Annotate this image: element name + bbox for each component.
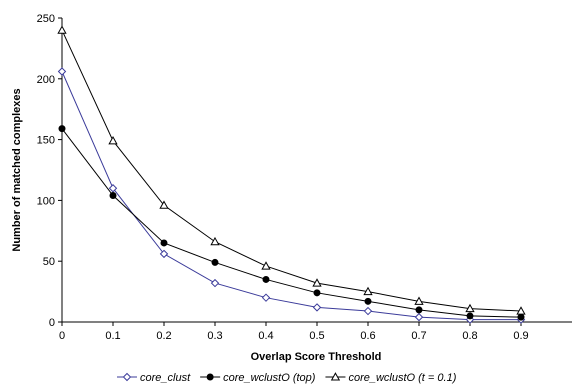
legend-label: core_wclustO (t = 0.1)	[348, 372, 456, 384]
data-point	[160, 239, 168, 247]
data-point	[363, 286, 373, 296]
data-point	[57, 67, 67, 76]
legend-label: core_clust	[140, 372, 191, 384]
data-point	[58, 125, 66, 133]
y-tick-label: 200	[37, 74, 55, 86]
legend-item-core-clust: core_clust	[117, 372, 191, 384]
data-point	[210, 236, 220, 246]
legend-swatch-marker	[122, 372, 132, 382]
legend: core_clust core_wclustO (top) core_wclustO…	[117, 372, 457, 384]
data-point	[516, 306, 526, 315]
x-tick-label: 0.9	[513, 330, 528, 342]
data-point	[57, 25, 67, 34]
series-core-clust	[57, 67, 526, 324]
data-point	[108, 184, 118, 193]
y-tick-label: 0	[49, 317, 55, 329]
series-core-wclusto-top	[58, 125, 525, 321]
data-point	[313, 289, 321, 297]
data-point	[363, 306, 373, 316]
data-point	[262, 275, 270, 283]
x-tick-label: 0.5	[309, 330, 324, 342]
data-point	[465, 303, 475, 313]
series-line	[61, 71, 521, 321]
data-point	[159, 249, 169, 259]
legend-item-core-wclusto-top: core_wclustO (top)	[200, 372, 316, 384]
data-point	[210, 278, 220, 288]
data-point	[159, 200, 169, 209]
x-tick-label: 0.8	[462, 330, 477, 342]
x-tick-label: 0.3	[207, 330, 222, 342]
data-point	[211, 258, 219, 266]
data-point	[517, 313, 525, 321]
x-tick-label: 0.1	[105, 330, 120, 342]
x-tick-label: 0.7	[411, 330, 426, 342]
x-axis-ticks: 0 0.1 0.2 0.3 0.4 0.5 0.6 0.7 0.8 0.9	[59, 322, 529, 342]
x-tick-label: 0	[59, 330, 65, 342]
y-tick-label: 50	[43, 256, 55, 268]
data-point	[466, 312, 474, 320]
series-core-wclusto-t-0-1	[57, 25, 526, 315]
legend-label: core_wclustO (top)	[223, 372, 316, 384]
legend-swatch-marker	[330, 372, 341, 381]
data-point	[261, 261, 271, 270]
data-point	[312, 303, 322, 312]
series-line	[61, 29, 522, 312]
data-point	[312, 278, 322, 287]
data-point	[415, 306, 423, 314]
series-layer	[57, 25, 526, 324]
data-point	[414, 296, 424, 305]
y-axis-title: Number of matched complexes	[11, 88, 23, 251]
series-line	[61, 128, 522, 318]
y-tick-label: 150	[37, 135, 55, 147]
data-point	[364, 297, 372, 305]
data-point	[109, 192, 117, 200]
x-tick-label: 0.2	[156, 330, 171, 342]
data-point	[261, 293, 271, 302]
y-tick-label: 250	[37, 13, 55, 25]
x-axis-title: Overlap Score Threshold	[251, 351, 382, 363]
x-tick-label: 0.6	[360, 330, 375, 342]
y-axis-ticks: 0 50 100 150 200 250	[37, 13, 62, 329]
legend-swatch-marker	[206, 373, 214, 381]
x-tick-label: 0.4	[258, 330, 273, 342]
legend-item-core-wclusto-t-0-1: core_wclustO (t = 0.1)	[325, 372, 457, 384]
y-tick-label: 100	[37, 195, 55, 207]
data-point	[414, 312, 424, 322]
data-point	[108, 135, 118, 145]
axes	[61, 18, 572, 323]
